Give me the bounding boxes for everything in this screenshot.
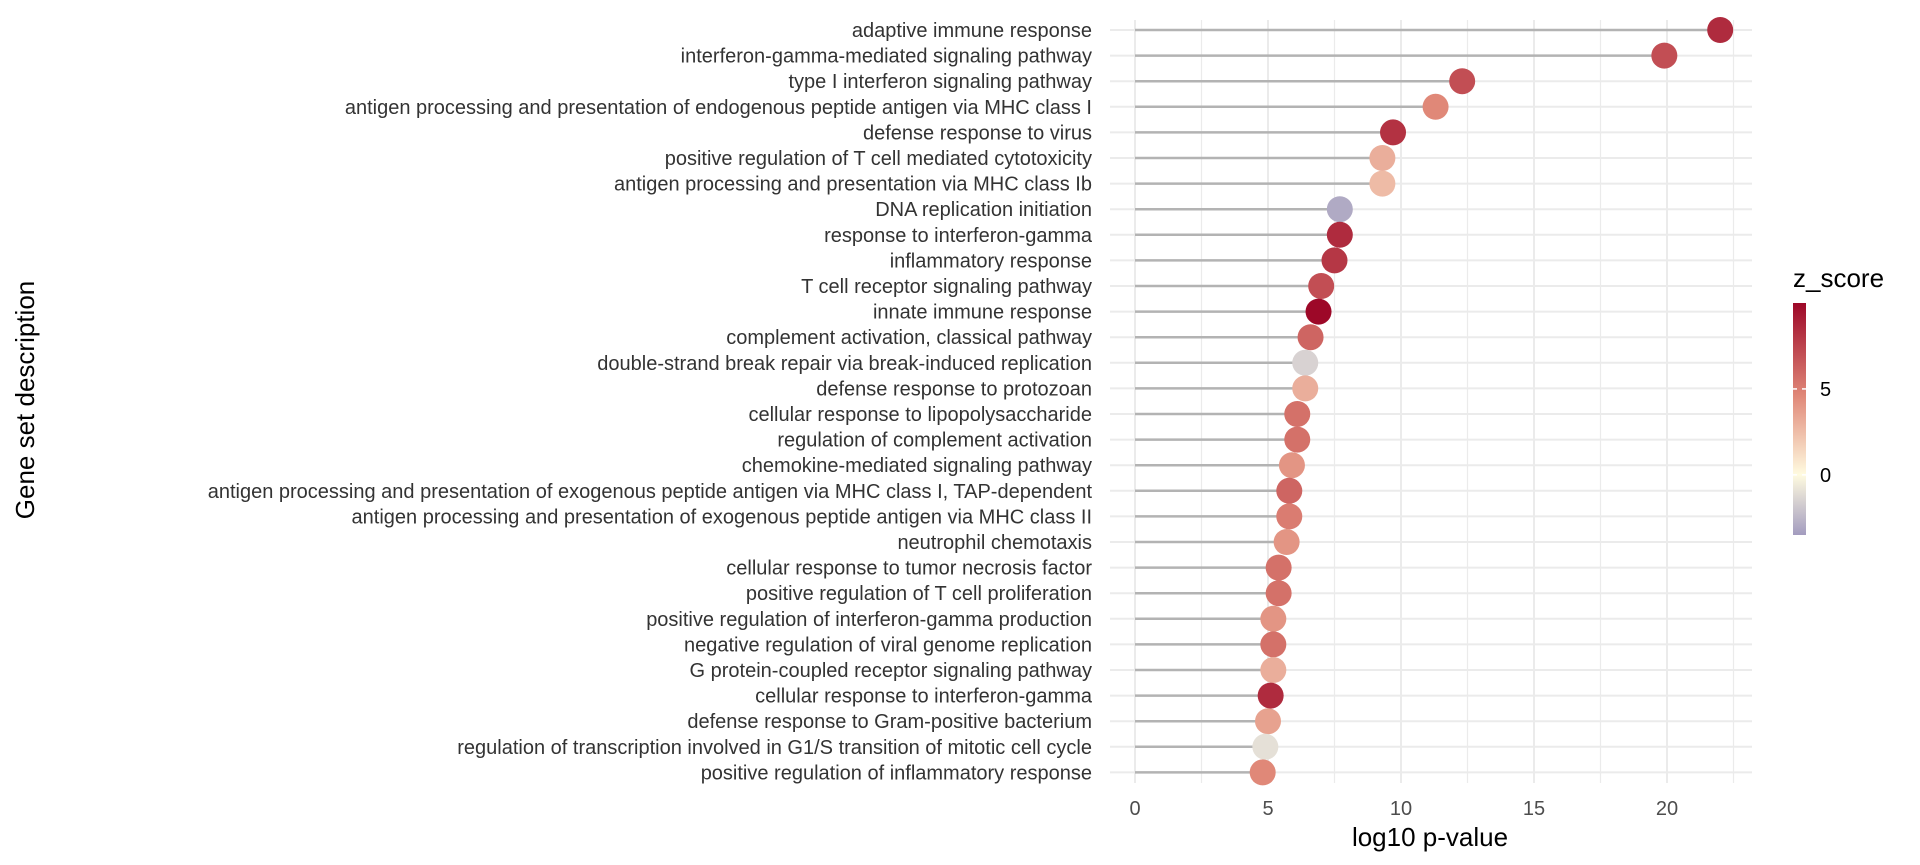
y-tick-label: complement activation, classical pathway [726,327,1092,349]
y-tick-label: G protein-coupled receptor signaling pat… [690,660,1092,682]
lollipop-dot [1284,426,1311,453]
y-tick-labels: adaptive immune response interferon-gamma… [208,20,1093,784]
lollipop-dot [1297,324,1324,351]
y-tick-label: defense response to Gram-positive bacter… [687,711,1092,733]
lollipop-dot [1326,196,1353,223]
lollipop-dot [1292,349,1319,376]
y-tick-label: antigen processing and presentation of e… [352,506,1092,528]
y-tick-label: defense response to virus [863,122,1092,144]
lollipop-dot [1265,580,1292,607]
y-tick-label: cellular response to interferon-gamma [755,686,1093,708]
y-tick-label: regulation of complement activation [777,430,1092,452]
lollipop-dot [1273,529,1300,555]
legend-ticks: 05 [1793,379,1831,487]
lollipop-dots [1249,17,1734,786]
legend-title: z_score [1793,263,1884,293]
lollipop-stems [1135,28,1721,774]
y-tick-label: cellular response to tumor necrosis fact… [726,558,1092,580]
lollipop-dot [1260,631,1287,658]
y-tick-label: interferon-gamma-mediated signaling path… [681,46,1092,68]
lollipop-dot [1260,657,1287,683]
x-tick-label: 5 [1262,798,1273,820]
x-tick-label: 0 [1129,798,1140,820]
legend-colorbar [1793,303,1806,535]
y-tick-label: negative regulation of viral genome repl… [684,634,1092,656]
lollipop-dot [1292,375,1319,402]
y-tick-label: chemokine-mediated signaling pathway [742,455,1092,477]
y-tick-label: antigen processing and presentation via … [614,174,1092,196]
y-tick-label: DNA replication initiation [875,199,1092,221]
y-axis-title: Gene set description [10,281,40,519]
y-tick-label: inflammatory response [890,250,1092,272]
lollipop-dot [1257,682,1284,709]
y-tick-label: antigen processing and presentation of e… [345,97,1092,119]
lollipop-dot [1651,42,1678,69]
lollipop-dot [1707,17,1734,43]
color-legend: z_score 05 [1793,263,1884,535]
y-tick-label: positive regulation of T cell mediated c… [665,148,1092,170]
lollipop-dot [1284,401,1311,427]
lollipop-dot [1252,733,1279,760]
legend-tick-label: 5 [1820,379,1831,401]
y-tick-label: regulation of transcription involved in … [457,737,1092,759]
lollipop-dot [1326,221,1353,248]
lollipop-dot [1308,273,1335,299]
lollipop-dot [1449,68,1476,95]
lollipop-dot [1380,119,1407,146]
lollipop-dot [1260,605,1287,632]
lollipop-dot [1265,554,1292,581]
x-tick-label: 10 [1390,798,1412,820]
lollipop-dot [1369,170,1396,197]
x-axis-title: log10 p-value [1352,822,1508,852]
lollipop-dot [1276,503,1303,530]
lollipop-dot [1249,759,1276,786]
y-tick-label: defense response to protozoan [816,378,1092,400]
y-tick-label: response to interferon-gamma [824,225,1093,247]
y-tick-label: positive regulation of interferon-gamma … [646,609,1092,631]
y-tick-label: positive regulation of T cell proliferat… [746,583,1092,605]
y-tick-label: neutrophil chemotaxis [897,532,1092,554]
y-tick-label: adaptive immune response [852,20,1092,42]
y-tick-label: cellular response to lipopolysaccharide [748,404,1092,426]
y-tick-label: antigen processing and presentation of e… [208,481,1093,503]
y-tick-label: innate immune response [873,302,1092,324]
lollipop-dot [1321,247,1348,274]
lollipop-dot [1276,477,1303,504]
y-tick-label: type I interferon signaling pathway [788,71,1092,93]
y-tick-label: double-strand break repair via break-ind… [597,353,1092,375]
y-tick-label: positive regulation of inflammatory resp… [701,762,1092,784]
grid [1110,20,1752,783]
legend-tick-label: 0 [1820,465,1831,487]
lollipop-dot [1369,145,1396,171]
x-tick-label: 20 [1656,798,1678,820]
lollipop-dot [1255,708,1281,735]
x-tick-label: 15 [1523,798,1545,820]
lollipop-dot [1305,298,1332,325]
lollipop-dot [1278,452,1305,479]
x-tick-labels: 0 5 10 15 20 [1129,798,1678,820]
lollipop-dot [1422,93,1449,120]
y-tick-label: T cell receptor signaling pathway [801,276,1092,298]
